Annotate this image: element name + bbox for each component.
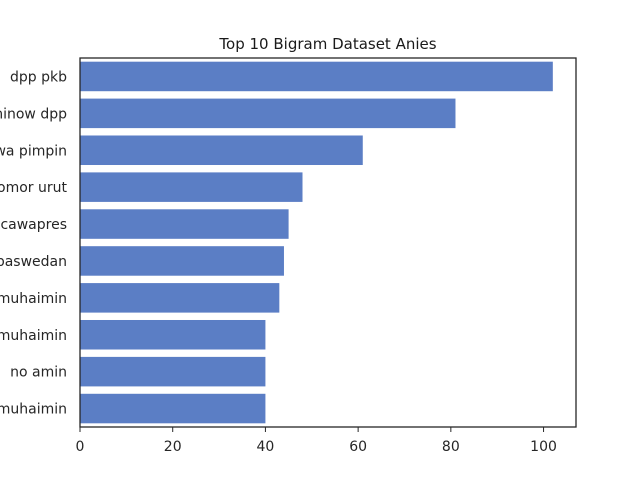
category-label-4: cawapres xyxy=(0,217,67,233)
category-label-5: baswedan xyxy=(0,254,67,270)
bar-1 xyxy=(80,98,456,129)
x-tick-label-0: 0 xyxy=(76,439,85,455)
bar-2 xyxy=(80,135,363,166)
chart-title: Top 10 Bigram Dataset Anies xyxy=(218,35,436,53)
category-label-6: muhaimin xyxy=(0,291,67,307)
category-label-1: minow dpp xyxy=(0,106,67,122)
category-label-2: wa pimpin xyxy=(0,143,67,159)
bar-6 xyxy=(80,283,280,313)
bar-8 xyxy=(80,356,266,387)
category-label-0: dpp pkb xyxy=(10,69,67,85)
category-label-7: muhaimin xyxy=(0,328,67,344)
bar-4 xyxy=(80,209,289,239)
x-tick-label-1: 20 xyxy=(164,439,182,455)
x-tick-label-5: 100 xyxy=(530,439,557,455)
bar-3 xyxy=(80,172,303,202)
plot-frame xyxy=(79,57,577,428)
bar-5 xyxy=(80,246,284,276)
x-tick-label-2: 40 xyxy=(257,439,275,455)
bar-0 xyxy=(80,61,553,92)
category-label-9: muhaimin xyxy=(0,402,67,418)
bar-7 xyxy=(80,319,266,350)
x-axis-ticks: 0 20 40 60 80 100 xyxy=(76,427,557,455)
x-tick-label-3: 60 xyxy=(349,439,367,455)
bars-group xyxy=(80,61,553,424)
category-label-8: no amin xyxy=(10,365,67,381)
x-tick-label-4: 80 xyxy=(442,439,460,455)
bar-9 xyxy=(80,393,266,424)
